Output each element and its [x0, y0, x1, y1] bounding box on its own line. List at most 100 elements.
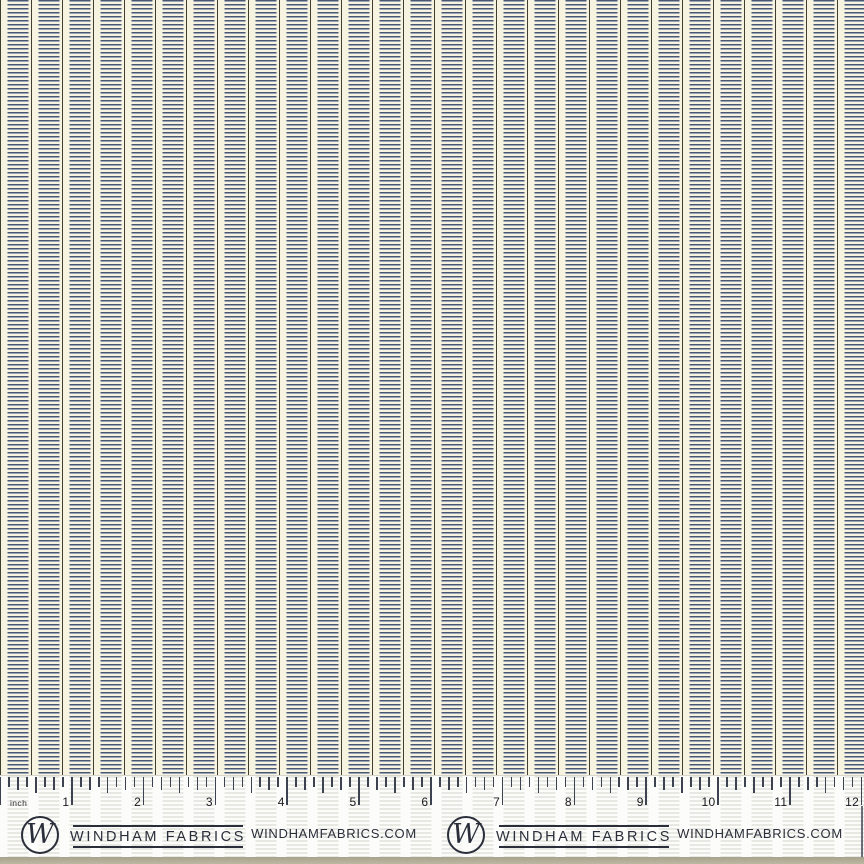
ruler-tick	[358, 777, 360, 805]
ruler-tick	[187, 777, 190, 787]
ruler-tick	[0, 777, 1, 805]
wordmark: WINDHAM FABRICS	[496, 825, 669, 848]
ruler-tick	[196, 777, 199, 790]
ruler-tick	[519, 777, 522, 790]
ruler-tick	[268, 777, 271, 790]
ruler-tick	[331, 777, 333, 787]
photo-bottom-edge	[0, 857, 864, 864]
ruler-tick	[789, 777, 791, 805]
ruler-tick	[17, 777, 19, 790]
ruler-tick	[313, 777, 315, 787]
ruler-unit-label: inch	[10, 798, 28, 808]
ruler-tick	[654, 777, 656, 787]
ruler-tick	[636, 777, 639, 787]
ruler-tick	[241, 777, 244, 787]
ruler-tick	[178, 777, 181, 793]
windham-logo: W	[447, 816, 485, 854]
selvage-right-edge	[861, 806, 863, 857]
ruler-tick	[627, 777, 630, 790]
ruler-tick	[8, 777, 10, 787]
ruler-tick	[349, 777, 351, 787]
ruler-tick	[609, 777, 612, 793]
ruler-tick	[115, 777, 118, 787]
ruler-tick	[744, 777, 746, 787]
ruler-tick	[600, 777, 603, 787]
ruler-tick	[403, 777, 405, 787]
ruler-number: 9	[636, 795, 644, 809]
ruler-tick	[169, 777, 172, 787]
ruler-tick	[797, 777, 800, 787]
ruler-tick	[35, 777, 37, 793]
ruler-tick	[546, 777, 549, 787]
ruler-tick	[26, 777, 28, 787]
ruler-tick	[250, 777, 253, 793]
ruler-tick	[322, 777, 324, 793]
ruler-tick	[780, 777, 782, 787]
ruler-tick	[367, 777, 369, 787]
wordmark: WINDHAM FABRICS	[70, 825, 243, 848]
ruler-tick	[474, 777, 477, 787]
ruler-tick	[304, 777, 306, 790]
ruler-tick	[223, 777, 226, 787]
ruler-tick	[762, 777, 764, 787]
ruler-tick	[537, 777, 540, 793]
ruler-tick	[232, 777, 235, 790]
ruler-number: 7	[493, 795, 501, 809]
ruler-number: 6	[421, 795, 429, 809]
ruler-tick	[806, 777, 809, 790]
ruler-tick	[492, 777, 495, 787]
ruler-number: 10	[701, 795, 716, 809]
ruler-tick	[88, 777, 91, 790]
ruler-number: 1	[62, 795, 70, 809]
ruler-tick	[717, 777, 719, 805]
ticking-stripe-pattern	[0, 0, 864, 775]
ruler-tick	[582, 777, 585, 787]
ruler-number: 3	[205, 795, 213, 809]
selvage-strip: inch 1 2 3 4 5 6 7 8 9 10 11 12 W WINDHAM FABRICS W…	[0, 775, 864, 857]
ruler-tick	[735, 777, 737, 790]
ruler-tick	[699, 777, 701, 790]
ruler-tick	[124, 777, 127, 790]
ruler-tick	[412, 777, 414, 790]
ruler-tick	[771, 777, 773, 790]
ruler-tick	[833, 777, 836, 787]
ruler-tick	[564, 777, 567, 787]
ruler-tick	[385, 777, 387, 787]
ruler-tick	[430, 777, 432, 805]
monogram-w-icon: W	[26, 818, 54, 850]
ruler-tick	[151, 777, 154, 787]
ruler-tick	[97, 777, 100, 787]
ruler-tick	[663, 777, 665, 790]
ruler-tick	[44, 777, 46, 787]
ruler-tick	[573, 777, 576, 805]
ruler-number: 2	[134, 795, 142, 809]
ruler-tick	[376, 777, 378, 790]
ruler-tick	[62, 777, 64, 787]
ruler-tick	[824, 777, 827, 793]
ruler-tick	[708, 777, 710, 787]
ruler-tick	[394, 777, 396, 793]
ruler-tick	[645, 777, 647, 805]
ruler-number: 4	[277, 795, 285, 809]
ruler-tick	[690, 777, 692, 787]
ruler-tick	[672, 777, 674, 787]
ruler-tick	[456, 777, 459, 787]
ruler-tick	[53, 777, 55, 790]
ruler-tick	[860, 777, 863, 805]
ruler-tick	[681, 777, 683, 793]
ruler-tick	[277, 777, 280, 787]
ruler-tick	[205, 777, 208, 787]
ruler-tick	[295, 777, 297, 787]
ruler-tick	[133, 777, 136, 787]
ruler-tick	[753, 777, 755, 793]
ruler-tick	[160, 777, 163, 790]
website-text: WINDHAMFABRICS.COM	[677, 826, 843, 841]
ruler-tick	[142, 777, 145, 805]
ruler-tick	[421, 777, 423, 787]
ruler-tick	[815, 777, 818, 787]
ruler-tick	[340, 777, 342, 790]
ruler-tick	[447, 777, 450, 790]
ruler-tick	[851, 777, 854, 787]
ruler-tick	[286, 777, 288, 805]
